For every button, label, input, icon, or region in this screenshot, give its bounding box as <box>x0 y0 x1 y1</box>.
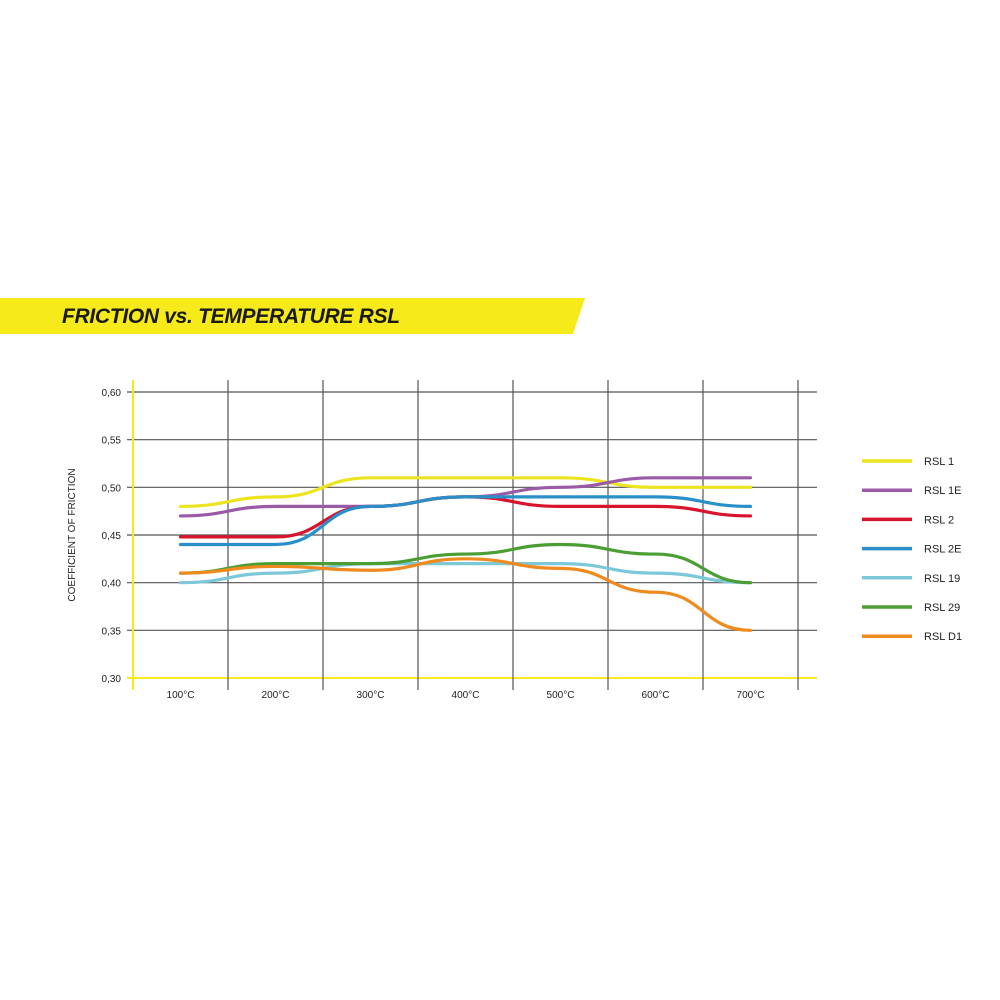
x-tick-label: 400°C <box>452 690 480 701</box>
y-tick-label: 0,50 <box>102 483 122 494</box>
title-banner <box>0 298 585 334</box>
y-axis-label: COEFFICIENT OF FRICTION <box>67 468 78 601</box>
series-line-rsl-1 <box>178 476 753 508</box>
legend-label: RSL 1E <box>924 485 962 497</box>
legend-label: RSL 2E <box>924 544 962 556</box>
chart-title: FRICTION vs. TEMPERATURE RSL <box>62 305 400 328</box>
series-line-rsl-2e <box>178 495 753 547</box>
series-line-rsl-d1 <box>178 557 753 632</box>
y-tick-label: 0,45 <box>102 531 122 542</box>
x-tick-label: 200°C <box>262 690 290 701</box>
y-tick-label: 0,60 <box>102 388 122 399</box>
x-tick-label: 100°C <box>167 690 195 701</box>
y-tick-label: 0,55 <box>102 436 122 447</box>
x-tick-label: 500°C <box>547 690 575 701</box>
legend-label: RSL 19 <box>924 573 960 585</box>
legend-label: RSL 2 <box>924 514 954 526</box>
x-tick-label: 700°C <box>737 690 765 701</box>
x-tick-label: 300°C <box>357 690 385 701</box>
x-tick-label: 600°C <box>642 690 670 701</box>
series-line-rsl-29 <box>178 542 753 585</box>
y-tick-label: 0,30 <box>102 674 122 685</box>
legend-label: RSL 29 <box>924 602 960 614</box>
series-line-rsl-2 <box>178 495 753 539</box>
y-tick-label: 0,35 <box>102 626 122 637</box>
y-tick-label: 0,40 <box>102 579 122 590</box>
legend-label: RSL D1 <box>924 631 962 643</box>
series-line-rsl-19 <box>178 561 753 585</box>
legend-label: RSL 1 <box>924 456 954 468</box>
